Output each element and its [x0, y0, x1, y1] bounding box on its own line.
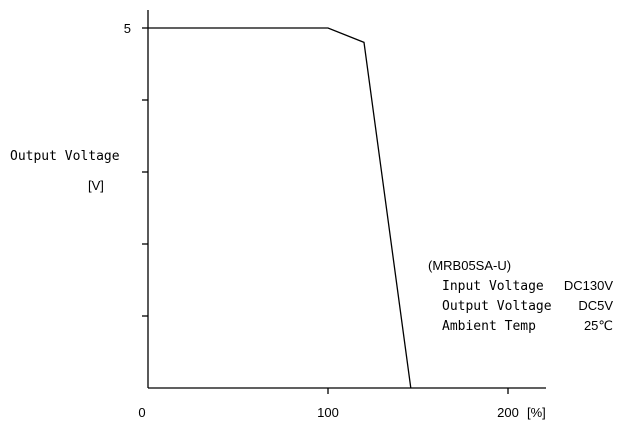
input-voltage-value: DC130V: [564, 278, 613, 293]
x-tick-label: 200: [497, 405, 519, 420]
output-voltage-label: Output Voltage: [442, 299, 552, 314]
x-ticks: 0 100 200: [138, 388, 519, 420]
axes: [147, 10, 546, 389]
ambient-temp-value: 25℃: [584, 318, 613, 333]
output-voltage-line: [148, 27, 412, 389]
y-tick-label: 5: [124, 21, 131, 36]
y-axis-label-line2: [V]: [88, 178, 104, 193]
spec-annotation: (MRB05SA-U) Input Voltage DC130V Output …: [428, 258, 613, 334]
input-voltage-label: Input Voltage: [442, 279, 544, 294]
x-axis-unit: [%]: [527, 405, 546, 420]
ambient-temp-label: Ambient Temp: [442, 319, 536, 334]
y-ticks: 5: [124, 21, 148, 317]
x-tick-label: 100: [317, 405, 339, 420]
output-voltage-value: DC5V: [578, 298, 613, 313]
x-tick-label: 0: [138, 405, 145, 420]
y-axis-label-line1: Output Voltage: [10, 149, 120, 164]
model-label: (MRB05SA-U): [428, 258, 511, 273]
